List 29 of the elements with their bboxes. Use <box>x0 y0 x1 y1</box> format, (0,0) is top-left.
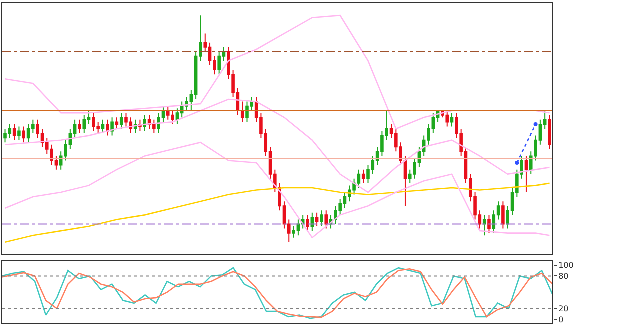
candlestick <box>240 101 244 123</box>
y-tick-label: 100 <box>558 261 574 270</box>
candlestick <box>310 212 314 232</box>
candlestick <box>324 210 328 230</box>
candlestick <box>450 112 454 128</box>
candlestick <box>287 219 291 243</box>
candlestick <box>488 214 491 234</box>
y-tick-label: 20 <box>558 304 569 314</box>
candlestick <box>362 169 366 184</box>
candlestick <box>548 114 552 150</box>
candlestick <box>306 214 310 232</box>
candlestick <box>143 114 147 132</box>
candlestick <box>482 214 486 236</box>
candlestick <box>110 117 114 136</box>
candlestick <box>106 119 110 136</box>
candlestick <box>502 201 505 230</box>
candlestick <box>120 112 124 130</box>
y-tick-label: 80 <box>558 272 569 282</box>
candlestick <box>115 117 119 130</box>
candlestick <box>524 156 528 193</box>
candlestick <box>101 119 105 134</box>
y-tick-label: 0 <box>558 315 564 324</box>
candlestick <box>315 212 319 228</box>
candlestick <box>82 114 86 134</box>
candlestick <box>22 126 26 144</box>
candlestick <box>320 210 324 228</box>
candlestick <box>18 126 21 141</box>
candlestick <box>78 119 82 134</box>
candlestick <box>12 124 16 141</box>
